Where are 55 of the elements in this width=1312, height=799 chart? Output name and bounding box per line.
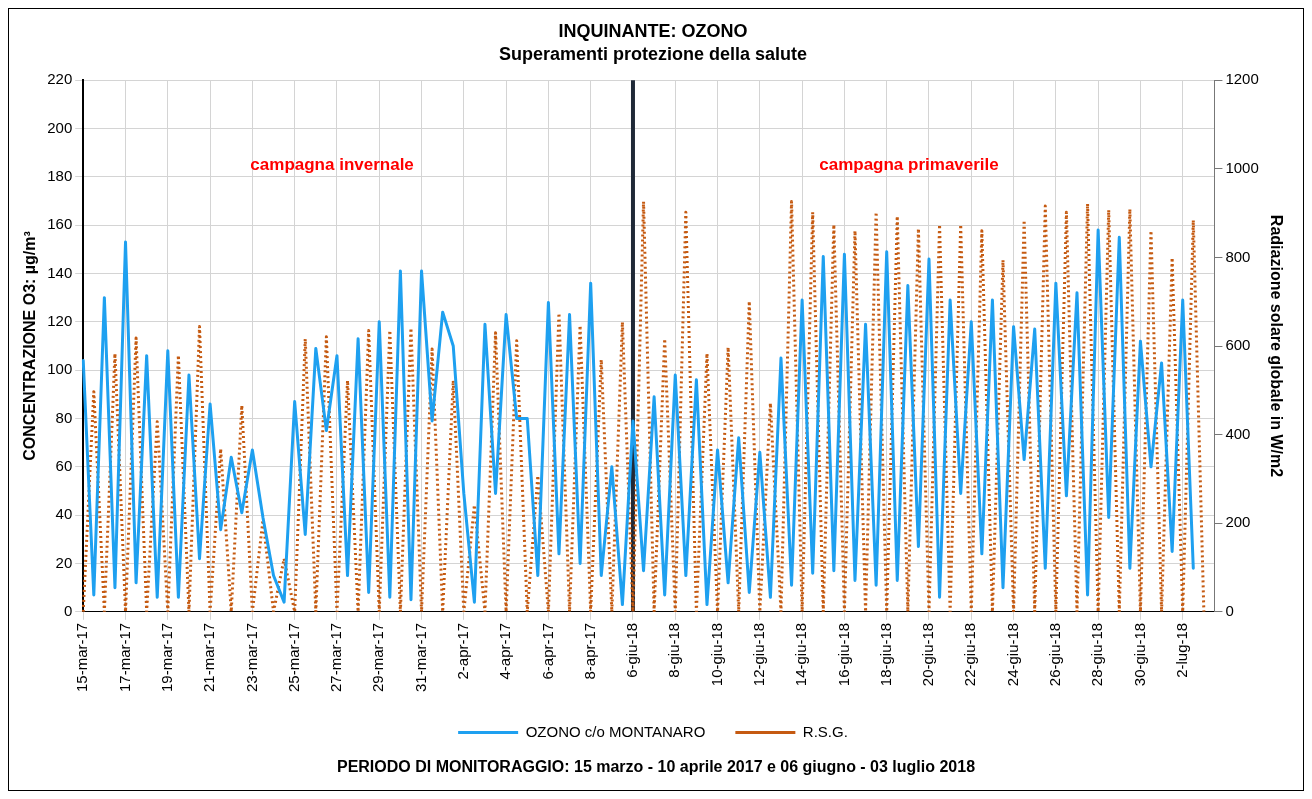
y-tick-label: 120 [47,311,73,329]
y-tick-label: 20 [55,553,73,571]
x-tick-label: 19-mar-17 [157,622,175,693]
x-tick-label: 14-giu-18 [792,622,810,687]
x-tick-label: 31-mar-17 [411,622,429,693]
x-tick-label: 10-giu-18 [707,622,725,687]
y-axis-title: CONCENTRAZIONE O3: µg/m³ [21,231,39,461]
x-tick-label: 12-giu-18 [749,622,767,687]
x-tick-label: 2-apr-17 [453,622,471,680]
y2-tick-label: 1200 [1225,70,1259,88]
x-tick-label: 17-mar-17 [115,622,133,693]
chart-title: INQUINANTE: OZONO [558,20,748,41]
x-tick-label: 18-giu-18 [876,622,894,687]
x-tick-label: 15-mar-17 [73,622,91,693]
x-tick-label: 23-mar-17 [242,622,260,693]
y-tick-label: 220 [47,70,73,88]
x-tick-label: 25-mar-17 [284,622,302,693]
y-tick-label: 200 [47,118,73,136]
x-tick-label: 27-mar-17 [327,622,345,693]
x-tick-label: 4-apr-17 [496,622,514,680]
x-tick-label: 20-giu-18 [919,622,937,687]
y2-tick-label: 1000 [1225,158,1259,176]
y2-axis-title: Radiazione solare globale in W/m2 [1267,214,1285,478]
text: PERIODO DI MONITORAGGIO: 15 marzo - 10 aprile 2017 e 06 giugno - 03 luglio 2018 [336,758,976,776]
y-tick-label: 100 [47,360,73,378]
legend-label: R.S.G. [802,722,848,740]
x-tick-label: 6-giu-18 [623,622,641,678]
x-tick-label: 26-giu-18 [1045,622,1063,687]
x-tick-label: 22-giu-18 [961,622,979,687]
legend-label: OZONO c/o MONTANARO [525,722,706,740]
annotation: campagna primaverile [819,154,999,174]
annotation: campagna invernale [250,154,414,174]
x-tick-label: 8-giu-18 [665,622,683,678]
y-tick-label: 60 [55,456,73,474]
x-tick-label: 24-giu-18 [1003,622,1021,687]
y-tick-label: 80 [55,408,73,426]
y2-tick-label: 0 [1225,601,1234,619]
y-tick-label: 40 [55,505,73,523]
x-tick-label: 30-giu-18 [1130,622,1148,687]
y-tick-label: 0 [63,601,73,619]
chart-subtitle: Superamenti protezione della salute [498,44,808,65]
y2-tick-label: 600 [1225,336,1251,354]
y2-tick-label: 800 [1225,247,1251,265]
y2-tick-label: 200 [1225,513,1251,531]
y2-tick-label: 400 [1225,424,1251,442]
x-tick-label: 2-lug-18 [1172,622,1190,678]
x-tick-label: 6-apr-17 [538,622,556,680]
x-tick-label: 16-giu-18 [834,622,852,687]
y-tick-label: 160 [47,215,73,233]
x-tick-label: 29-mar-17 [369,622,387,693]
x-tick-label: 28-giu-18 [1088,622,1106,687]
y-tick-label: 180 [47,167,73,184]
x-tick-label: 8-apr-17 [580,622,598,680]
y-tick-label: 140 [47,263,73,281]
x-tick-label: 21-mar-17 [200,622,218,693]
